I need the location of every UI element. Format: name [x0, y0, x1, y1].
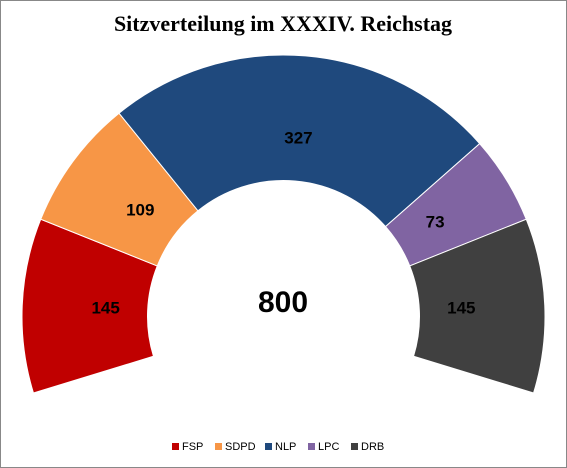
legend-label: SDPD	[225, 441, 256, 453]
value-label: 145	[91, 298, 119, 317]
donut-segment	[409, 218, 546, 394]
legend-swatch	[351, 443, 358, 450]
value-label: 327	[284, 129, 312, 148]
value-label: 109	[126, 200, 154, 219]
legend-swatch	[215, 443, 222, 450]
value-label: 73	[426, 213, 445, 232]
legend-label: NLP	[275, 441, 296, 453]
legend-swatch	[308, 443, 315, 450]
value-label: 145	[447, 298, 475, 317]
legend-label: FSP	[182, 441, 203, 453]
legend-label: DRB	[361, 441, 384, 453]
chart-title: Sitzverteilung im XXXIV. Reichstag	[114, 11, 452, 36]
donut-segment	[118, 54, 481, 228]
legend-swatch	[265, 443, 272, 450]
center-total: 800	[258, 286, 308, 319]
legend-swatch	[172, 443, 179, 450]
legend-label: LPC	[318, 441, 339, 453]
